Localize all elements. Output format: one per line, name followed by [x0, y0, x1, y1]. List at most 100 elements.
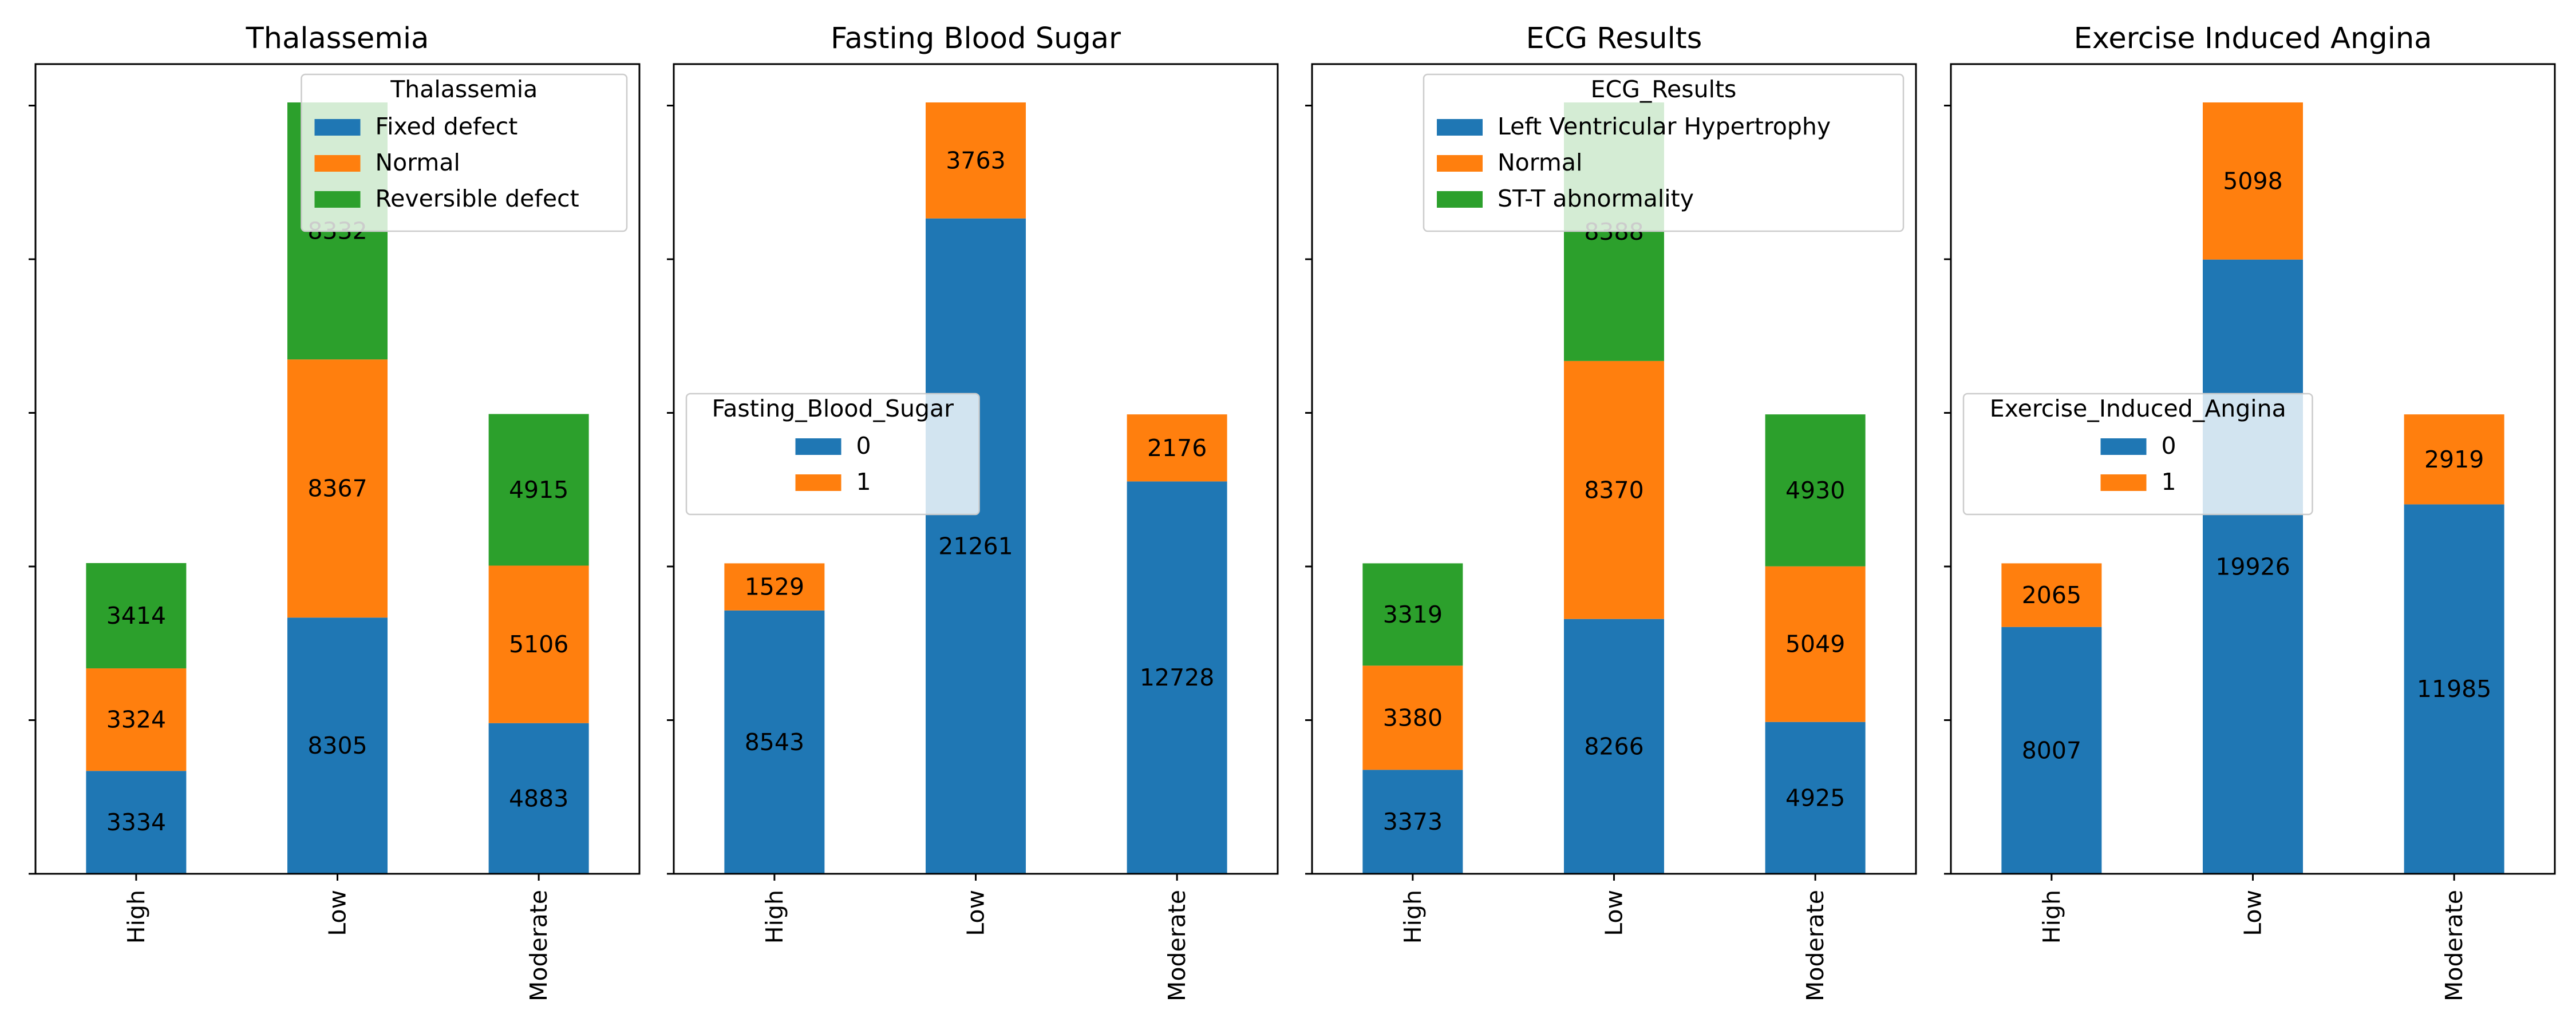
- bar-high-left-ventricular-hypertrophy: [1362, 770, 1463, 874]
- bar-low-1: [2203, 102, 2303, 260]
- x-tick-label: Low: [2239, 890, 2267, 936]
- legend-swatch-1: [2100, 474, 2147, 491]
- panel-title: ECG Results: [1526, 22, 1702, 56]
- legend-label-normal: Normal: [1498, 149, 1582, 176]
- legend-box: [1423, 73, 1905, 232]
- legend-swatch-0: [2100, 438, 2147, 455]
- axes-frame: [673, 63, 1279, 875]
- bar-high-normal: [1362, 665, 1463, 770]
- bar-value-label: 3334: [106, 809, 166, 836]
- legend-label-left-ventricular-hypertrophy: Left Ventricular Hypertrophy: [1498, 113, 1831, 140]
- bar-value-label: 4915: [509, 476, 568, 504]
- bar-value-label: 21261: [938, 532, 1013, 560]
- legend-label-1: 1: [2162, 468, 2176, 496]
- bar-value-label: 5049: [1785, 631, 1845, 658]
- legend-label-st-t-abnormality: ST-T abnormality: [1498, 185, 1694, 212]
- bar-value-label: 2065: [2022, 581, 2081, 609]
- axes-frame: [1311, 63, 1917, 875]
- x-tick-label: Moderate: [1163, 890, 1191, 1001]
- x-tick-label: Low: [1601, 890, 1628, 936]
- bar-low-left-ventricular-hypertrophy: [1564, 619, 1664, 874]
- legend-title: Exercise_Induced_Angina: [1990, 395, 2286, 422]
- x-tick-label: Moderate: [1801, 890, 1829, 1001]
- bar-low-0: [926, 218, 1026, 874]
- axes-frame: [34, 63, 641, 875]
- x-tick-label: Moderate: [2440, 890, 2468, 1001]
- bar-value-label: 3373: [1383, 808, 1443, 835]
- x-tick-label: Moderate: [525, 890, 552, 1001]
- bar-high-reversible-defect: [86, 563, 187, 669]
- bar-value-label: 2919: [2424, 446, 2484, 473]
- legend-swatch-reversible-defect: [314, 191, 361, 208]
- bar-value-label: 19926: [2215, 553, 2290, 580]
- x-tick-label: High: [123, 890, 150, 944]
- bar-low-0: [2203, 259, 2303, 874]
- bar-high-0: [2001, 627, 2102, 874]
- panel-ecg-results: ECG Results337333803319High826683708388L…: [1305, 22, 1917, 1001]
- legend-title: Thalassemia: [390, 76, 538, 103]
- bar-value-label: 2176: [1147, 434, 1207, 462]
- bar-high-fixed-defect: [86, 771, 187, 874]
- legend-swatch-normal: [314, 155, 361, 172]
- legend-box: [301, 73, 628, 232]
- legend-swatch-0: [795, 438, 841, 455]
- bar-value-label: 4883: [509, 785, 568, 812]
- bar-moderate-reversible-defect: [488, 414, 589, 566]
- legend-title: ECG_Results: [1591, 76, 1737, 103]
- legend-swatch-st-t-abnormality: [1437, 191, 1483, 208]
- bar-value-label: 8007: [2022, 736, 2081, 764]
- legend-label-fixed-defect: Fixed defect: [376, 113, 518, 140]
- bar-high-1: [2001, 563, 2102, 627]
- bar-value-label: 3414: [106, 602, 166, 629]
- bar-moderate-left-ventricular-hypertrophy: [1765, 722, 1866, 874]
- panel-title: Fasting Blood Sugar: [831, 22, 1121, 56]
- x-tick-label: Low: [324, 890, 351, 936]
- bar-high-1: [724, 563, 825, 611]
- bar-value-label: 8266: [1584, 732, 1643, 760]
- panel-title: Thalassemia: [246, 22, 429, 56]
- bar-moderate-st-t-abnormality: [1765, 414, 1866, 566]
- legend-label-0: 0: [856, 432, 871, 459]
- bar-moderate-normal: [488, 565, 589, 723]
- axes-frame: [1950, 63, 2556, 875]
- x-tick-label: High: [2038, 890, 2065, 944]
- bar-low-1: [926, 102, 1026, 219]
- legend-swatch-1: [795, 474, 841, 491]
- legend-swatch-left-ventricular-hypertrophy: [1437, 119, 1483, 136]
- bar-moderate-1: [1127, 414, 1227, 482]
- legend-label-0: 0: [2162, 432, 2176, 459]
- bar-value-label: 5106: [509, 631, 568, 658]
- legend-label-normal: Normal: [376, 149, 460, 176]
- legend: Exercise_Induced_Angina 0 1: [1962, 393, 2313, 516]
- bar-value-label: 8305: [307, 732, 367, 759]
- legend-label-1: 1: [856, 468, 871, 496]
- bar-value-label: 1529: [745, 573, 804, 601]
- bar-value-label: 3380: [1383, 704, 1443, 731]
- legend: ECG_Results Left Ventricular Hypertrophy N…: [1423, 73, 1905, 232]
- bar-high-st-t-abnormality: [1362, 563, 1463, 666]
- bar-low-normal: [287, 359, 388, 618]
- legend-title: Fasting_Blood_Sugar: [712, 395, 954, 422]
- legend-label-reversible-defect: Reversible defect: [376, 185, 579, 212]
- bar-value-label: 3763: [946, 146, 1005, 174]
- bar-high-normal: [86, 668, 187, 771]
- bar-moderate-fixed-defect: [488, 723, 589, 874]
- bar-value-label: 12728: [1140, 664, 1214, 691]
- bar-value-label: 3324: [106, 706, 166, 734]
- bar-moderate-0: [1127, 481, 1227, 874]
- bar-low-normal: [1564, 360, 1664, 619]
- bar-value-label: 4930: [1785, 477, 1845, 504]
- bar-moderate-0: [2404, 504, 2504, 874]
- bar-value-label: 8367: [307, 475, 367, 502]
- legend-swatch-fixed-defect: [314, 119, 361, 136]
- bar-low-fixed-defect: [287, 617, 388, 874]
- bar-value-label: 11985: [2417, 675, 2491, 703]
- bar-value-label: 3319: [1383, 601, 1443, 628]
- x-tick-label: Low: [962, 890, 990, 936]
- bar-value-label: 4925: [1785, 784, 1845, 811]
- bar-value-label: 8543: [745, 728, 804, 756]
- panel-fasting-blood-sugar: Fasting Blood Sugar 8543 1529 High 21261 3763…: [667, 22, 1279, 1001]
- legend-swatch-normal: [1437, 155, 1483, 172]
- bar-value-label: 8370: [1584, 476, 1643, 504]
